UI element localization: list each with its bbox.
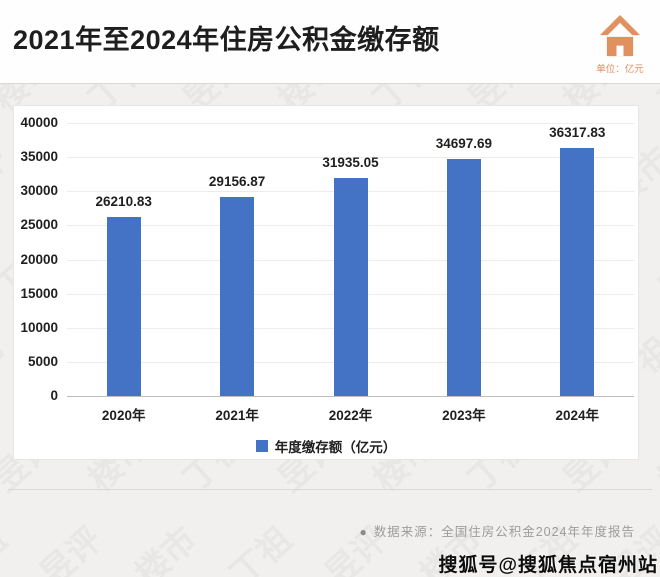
x-axis-label: 2023年 [442, 408, 486, 423]
y-axis-tick: 20000 [20, 251, 58, 267]
y-axis-tick: 40000 [20, 115, 58, 130]
chart-legend: 年度缴存额（亿元） [14, 436, 638, 456]
x-axis-label: 2020年 [101, 408, 146, 423]
header: 2021年至2024年住房公积金缴存额 单位：亿元 [0, 0, 660, 83]
y-axis-tick: 30000 [20, 183, 58, 199]
watermark-tile: 丁祖 [0, 520, 15, 577]
legend-label: 年度缴存额（亿元） [274, 440, 397, 455]
watermark-tile: 昱评 [33, 520, 110, 577]
bar [333, 178, 368, 396]
watermark-tile: 丁祖 [223, 520, 300, 577]
bar [106, 217, 141, 396]
page-title: 2021年至2024年住房公积金缴存额 [13, 25, 440, 55]
bar [446, 159, 481, 396]
x-axis-label: 2024年 [555, 408, 600, 423]
x-axis-label: 2021年 [215, 408, 259, 423]
y-axis-tick: 25000 [20, 217, 58, 233]
watermark-tile: 楼市 [128, 520, 205, 577]
gridline [67, 123, 634, 124]
x-axis-label: 2022年 [328, 408, 373, 423]
data-source-text: 数据来源：全国住房公积金2024年年度报告 [373, 525, 635, 539]
house-icon [599, 15, 641, 57]
chart-card: 0 5000 10000 15000 20000 25000 30000 35000 40000… [13, 105, 639, 460]
unit-label: 单位：亿元 [596, 64, 644, 75]
sohu-watermark: 搜狐号@搜狐焦点宿州站 [438, 555, 658, 576]
bar-value-label: 36317.83 [549, 125, 606, 141]
y-axis-tick: 0 [50, 388, 58, 403]
watermark-tile: 昱评 [651, 235, 660, 309]
y-axis-tick: 35000 [20, 149, 58, 165]
x-axis-line [67, 396, 634, 397]
y-axis-tick: 5000 [27, 353, 58, 369]
header-divider [0, 83, 660, 84]
unit-block: 单位：亿元 [594, 14, 646, 75]
data-source-line: ● 数据来源：全国住房公积金2024年年度报告 [359, 521, 635, 540]
bar-value-label: 29156.87 [208, 174, 266, 189]
footer-divider [8, 489, 652, 490]
bar [560, 148, 595, 396]
bar-value-label: 34697.69 [435, 136, 493, 152]
y-axis-tick: 10000 [20, 319, 58, 335]
gridline [67, 157, 634, 159]
y-axis-tick: 15000 [20, 285, 58, 301]
bar-value-label: 31935.05 [322, 155, 379, 171]
bar [220, 197, 255, 396]
plot-area: 0 5000 10000 15000 20000 25000 30000 35000 40000… [20, 115, 634, 423]
legend-swatch [255, 440, 268, 452]
bar-value-label: 26210.83 [95, 194, 152, 210]
bullet-icon: ● [359, 525, 368, 539]
